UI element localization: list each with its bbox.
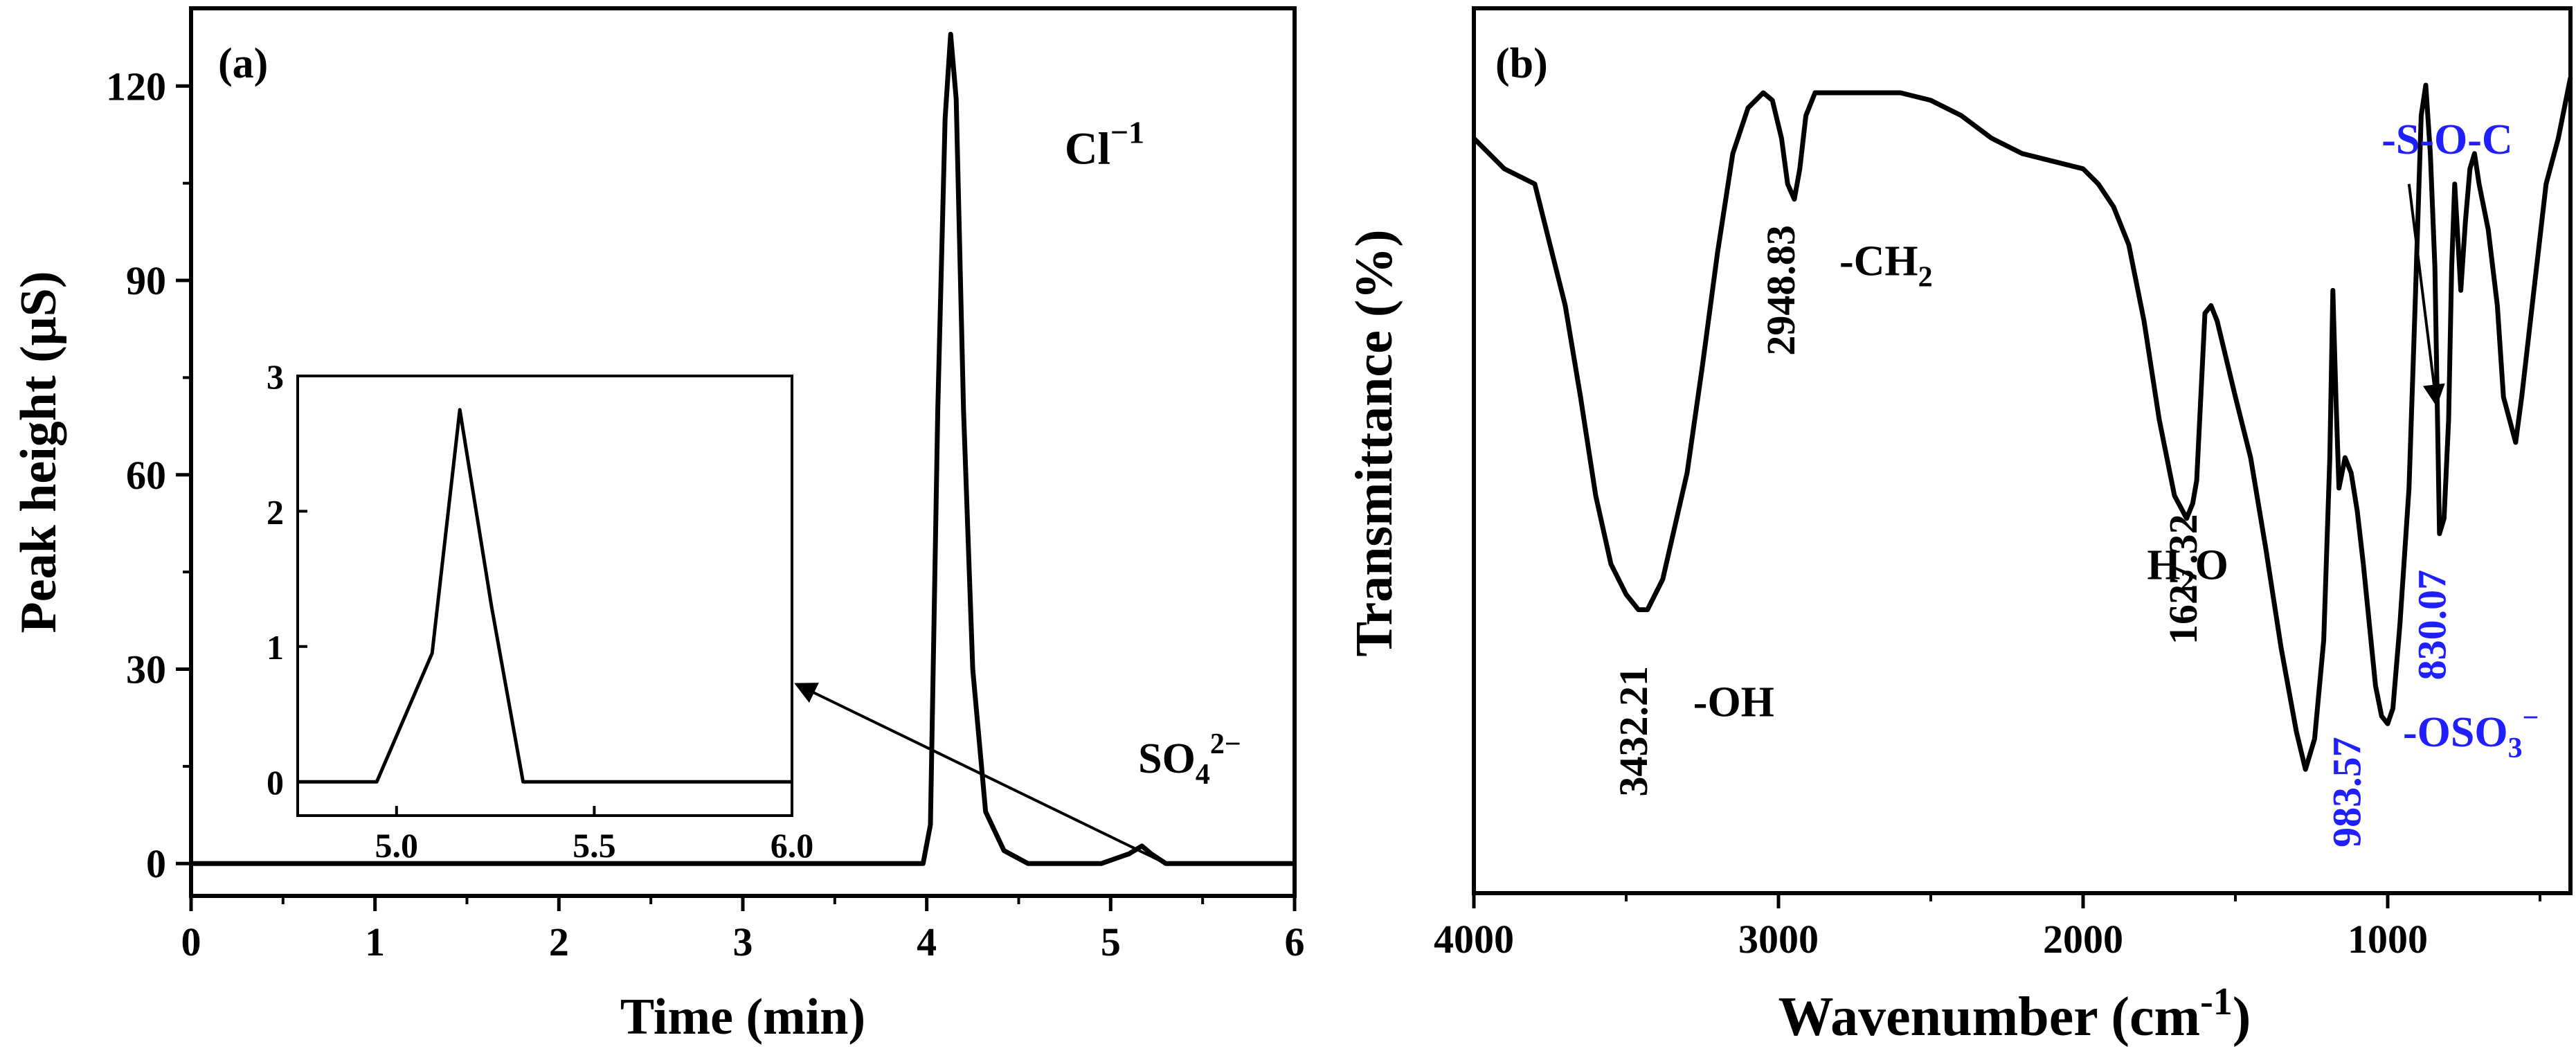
panel-b-annotation: 983.57 [2324, 737, 2369, 847]
panel-a-y-tick-label: 120 [106, 64, 166, 109]
panel-a-y-tick-label: 0 [146, 841, 166, 886]
panel-b-annotation: 830.07 [2410, 570, 2455, 681]
panel-b-annotation: 1627.32 [2161, 514, 2206, 645]
panel-a-inset-y-tick-label: 3 [267, 357, 284, 396]
panel-b-x-ticks: 4000 3000 2000 1000 [1434, 893, 2541, 962]
panel-b-frame [1472, 6, 2573, 895]
panel-b-annotation: H2O [2147, 542, 2228, 598]
panel-a-y-ticks: 0 30 60 90 120 [106, 64, 191, 886]
panel-b-x-tick-label: 4000 [1434, 917, 1514, 962]
panel-a-x-axis-label: Time (min) [620, 989, 865, 1045]
panel-a-inset: 5.0 5.5 6.0 0 1 2 3 [267, 357, 813, 865]
panel-a-inset-y-tick-label: 2 [267, 492, 284, 531]
panel-a-inset-y-tick-label: 1 [267, 628, 284, 667]
panel-a-label: (a) [218, 40, 268, 87]
panel-b-annotation: 2948.83 [1758, 225, 1803, 356]
panel-a-series-line [191, 31, 1295, 866]
panel-a-x-tick-label: 0 [181, 919, 201, 964]
panel-b-x-tick-label: 3000 [1738, 917, 1819, 962]
panel-a-x-tick-label: 6 [1285, 919, 1305, 964]
panel-a-inset-y-tick-label: 0 [267, 763, 284, 802]
panel-a-x-ticks: 0 1 2 3 4 5 6 [181, 896, 1305, 964]
panel-b-series-line [1472, 77, 2573, 772]
panel-a-x-tick-label: 1 [365, 919, 385, 964]
panel-b-annotation: -S-O-C [2381, 116, 2512, 163]
panel-a-inset-y-ticks: 0 1 2 3 [267, 357, 307, 802]
panel-a-inset-x-tick-label: 6.0 [771, 826, 814, 865]
panel-a-so4-annotation: SO42− [1138, 728, 1241, 791]
panel-b-annotation: 3432.21 [1611, 666, 1656, 797]
panel-a-x-tick-label: 4 [917, 919, 937, 964]
panel-b-annotation: -OH [1693, 679, 1774, 726]
panel-a-y-tick-label: 90 [126, 258, 166, 303]
panel-b-x-axis-label: Wavenumber (cm-1) [1778, 980, 2251, 1048]
panel-a-inset-x-tick-label: 5.0 [375, 826, 419, 865]
panel-b-label: (b) [1495, 40, 1548, 87]
panel-a-inset-arrow [794, 683, 1167, 865]
panel-b-annotation: -OSO3− [2403, 702, 2539, 764]
panel-a-inset-x-ticks: 5.0 5.5 6.0 [375, 806, 814, 865]
panel-a-inset-series-line [298, 408, 792, 784]
panel-a-inset-x-tick-label: 5.5 [573, 826, 616, 865]
panel-a-x-tick-label: 3 [733, 919, 753, 964]
panel-a-cl-annotation: Cl−1 [1065, 115, 1144, 174]
panel-a-x-tick-label: 2 [549, 919, 569, 964]
panel-b-annotation: -CH2 [1839, 238, 1933, 294]
panel-a-y-tick-label: 60 [126, 453, 166, 498]
panel-b-s-o-c-arrow [2407, 183, 2445, 407]
panel-a-y-tick-label: 30 [126, 647, 166, 692]
panel-a-inset-frame [296, 375, 793, 817]
panel-a-x-tick-label: 5 [1101, 919, 1121, 964]
panel-b-y-axis-label: Transmittance (%) [1345, 229, 1403, 656]
panel-a-y-axis-label: Peak height (μS) [10, 271, 67, 634]
panel-b-x-tick-label: 2000 [2043, 917, 2123, 962]
panel-b-x-tick-label: 1000 [2348, 917, 2428, 962]
panel-b: (b) 4000 3000 2000 1000 Wavenumber (cm-1) T… [1345, 6, 2573, 1048]
